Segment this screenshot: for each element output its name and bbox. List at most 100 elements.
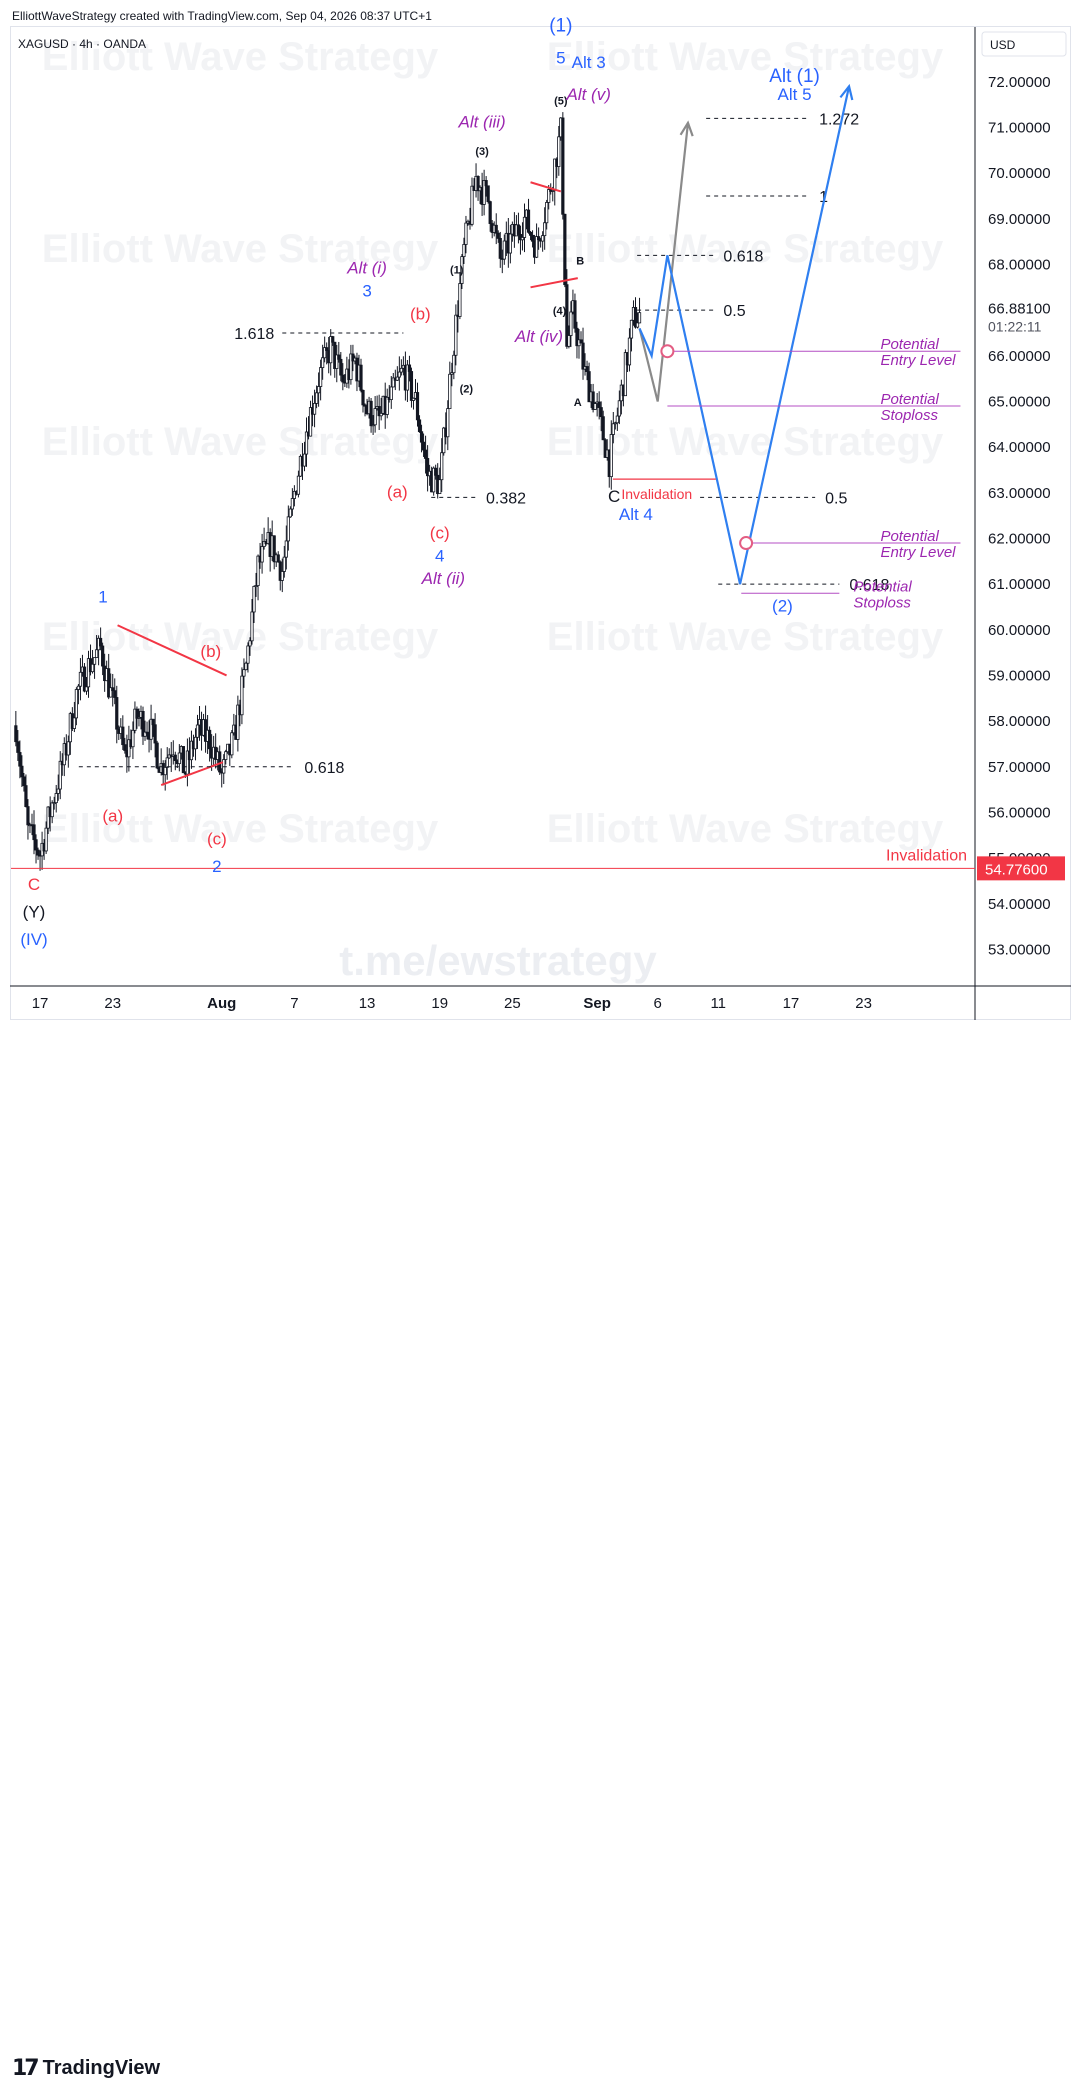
x-tick-label: 7 [290,995,298,1012]
candle-body [609,434,613,478]
candle-body [423,449,428,459]
candle-body [22,776,26,786]
y-tick-label: 63.00000 [988,485,1051,502]
y-tick-label: 62.00000 [988,530,1051,547]
projection-arrowhead [839,83,854,101]
candle-body [460,256,464,284]
triangle-upper-line [530,181,562,193]
candle-body [46,806,50,829]
candle-body [363,404,367,407]
x-tick-label: 19 [431,995,448,1012]
candle-body [547,189,551,203]
candle-body [351,353,355,362]
candle-body [331,336,335,343]
candle-body [240,675,244,716]
candle-body [415,392,420,421]
candle-body [419,431,424,443]
x-tick-label: 13 [359,995,376,1012]
candle-body [498,238,502,259]
wave-label: (2) [772,597,793,616]
candle-body [565,284,569,347]
candle-body [323,347,327,359]
candle-body [50,802,54,818]
candle-body [615,415,619,424]
fib-level-label: 0.618 [723,248,763,265]
candle-body [58,760,62,790]
y-tick-label: 70.00000 [988,165,1051,182]
price-chart[interactable]: Elliott Wave Strategy Elliott Wave Strate… [0,0,1080,1020]
candle-body [611,423,615,435]
y-tick-label: 54.00000 [988,896,1051,913]
candle-body [181,746,185,774]
candle-body [561,117,565,215]
chart-frame[interactable] [10,26,1071,1020]
entry-marker [660,344,675,359]
wave-label: Alt 5 [778,85,812,104]
triangle-lower-line [530,277,578,289]
invalidation-label: Invalidation [886,847,967,864]
candle-body [131,729,135,748]
wave-label: (a) [387,482,408,501]
candle-body [44,827,48,852]
fib-level-label: 0.618 [304,760,344,777]
wave-label: (c) [207,829,227,848]
currency-button[interactable] [981,31,1067,57]
candle-body [177,752,181,765]
candle-body [637,312,642,324]
invalidation-price-label: 54.77600 [985,861,1048,878]
candle-body [627,337,632,366]
candle-body [244,662,248,671]
candle-body [254,585,258,587]
candle-body [84,686,89,692]
candle-body [629,319,634,339]
candle-body [508,233,512,254]
candle-body [153,724,157,744]
watermark-url: t.me/ewstrategy [339,937,657,984]
candle-body [488,201,492,224]
candle-body [121,726,125,746]
wave-label: Alt (iv) [514,327,563,346]
x-tick-label: 23 [855,995,872,1012]
candle-body [633,307,638,328]
candle-body [593,403,597,410]
fib-level-label: 0.382 [486,490,526,507]
candle-body [304,431,309,455]
candle-body [575,327,579,347]
entry-marker [739,536,754,551]
wave-label: (1) [450,265,464,277]
candle-body [567,335,571,347]
candle-body [520,237,525,241]
candle-body [54,793,58,804]
candle-body [16,741,20,753]
wave-label: (b) [200,642,221,661]
tradingview-logo[interactable]: 17 TradingView [12,2056,160,2081]
candle-body [421,441,426,451]
symbol-label: XAGUSD · 4h · OANDA [18,37,146,51]
candle-body [284,540,288,558]
candle-body [587,371,591,403]
candle-body [189,740,194,761]
candle-body [442,427,446,454]
candle-body [537,236,541,241]
candle-body [151,718,155,726]
candle-body [440,452,444,481]
wave-label: 2 [212,857,221,876]
wave-label: (a) [102,807,123,826]
candle-body [371,424,375,427]
candle-body [52,802,56,805]
wave-label: (2) [460,383,474,395]
candle-body [377,406,381,417]
candle-body [516,224,521,235]
triangle-upper-line [117,624,227,677]
candle-body [557,136,561,167]
candle-body [290,498,294,510]
x-tick-label: Sep [583,995,611,1012]
candle-body [74,689,78,719]
watermark-text: Elliott Wave Strategy [547,807,944,851]
y-tick-label: 68.00000 [988,256,1051,273]
x-tick-label: 6 [654,995,662,1012]
y-tick-label: 65.00000 [988,393,1051,410]
candle-body [218,751,222,773]
candle-body [155,742,159,769]
wave-label: Alt (ii) [421,569,465,588]
